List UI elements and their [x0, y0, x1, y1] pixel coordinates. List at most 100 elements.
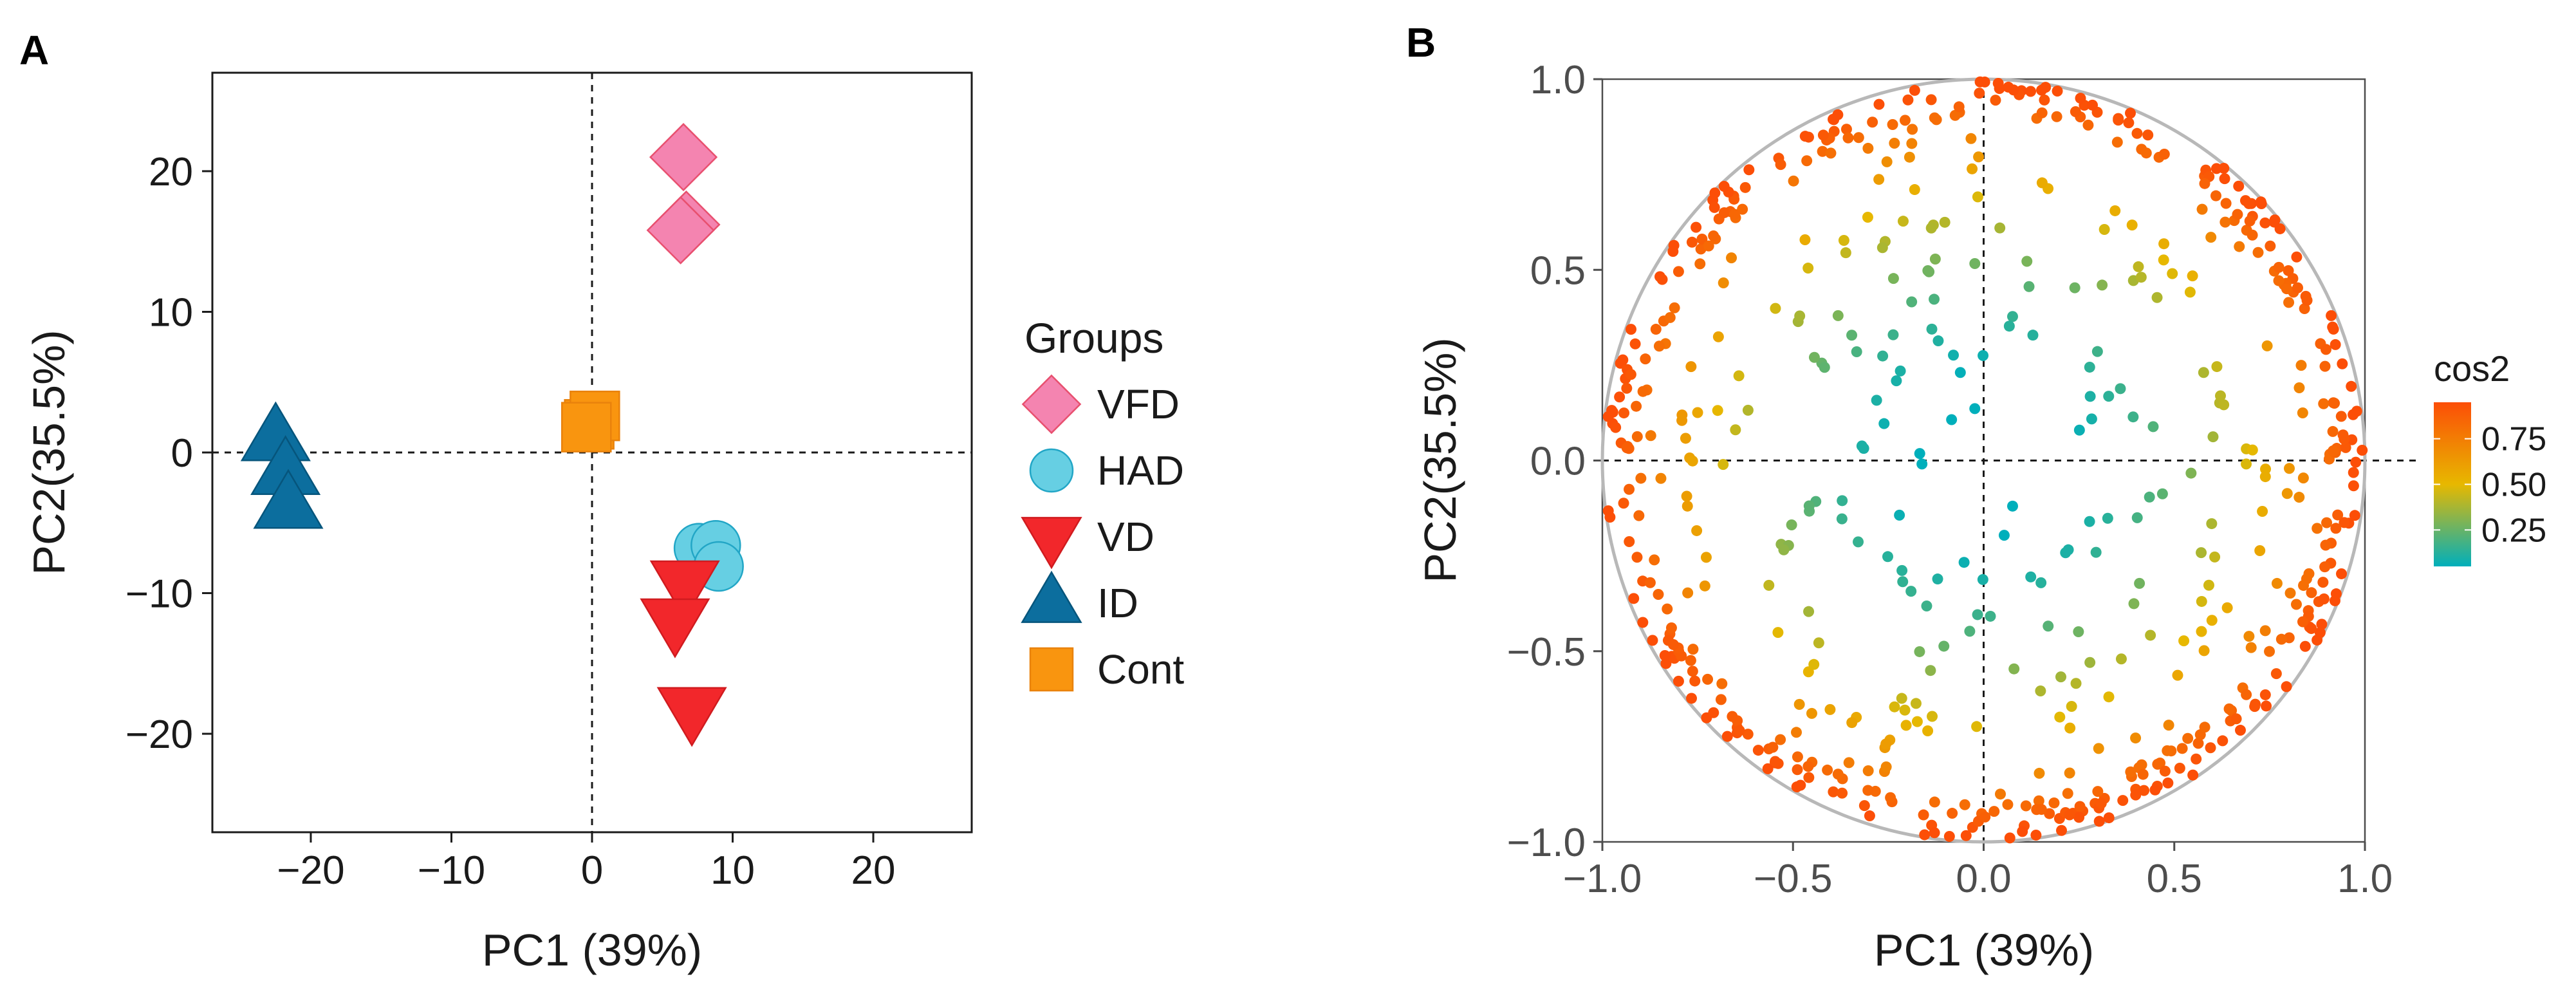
variable-point [2006, 311, 2018, 322]
variable-point [2056, 825, 2068, 836]
variable-point [2158, 149, 2170, 160]
variable-point [1967, 163, 1978, 174]
variable-point [1932, 335, 1944, 347]
variable-point [1686, 236, 1698, 248]
variable-point [1974, 88, 1985, 99]
variable-point [1918, 809, 1929, 821]
variable-point [2326, 310, 2337, 321]
variable-point [1763, 579, 1775, 591]
variable-point [2259, 689, 2271, 700]
variable-point [1846, 330, 1858, 341]
variable-point [2092, 786, 2104, 797]
variable-point [1965, 133, 1977, 144]
panel-b-x-tick-label: 0.0 [1956, 857, 2011, 901]
variable-point [1846, 717, 1858, 729]
variable-point [1614, 391, 1626, 403]
variable-point [1694, 258, 1706, 270]
variable-point [2328, 397, 2339, 409]
variable-point [1902, 94, 1914, 106]
variable-point [1631, 552, 1643, 563]
variable-point [1862, 212, 1873, 223]
variable-point [1801, 155, 1813, 167]
variable-point [1767, 741, 1779, 753]
variable-point [2035, 577, 2047, 588]
variable-point [2140, 147, 2152, 159]
variable-point [1840, 247, 1851, 259]
variable-point [2297, 616, 2308, 628]
variable-point [2328, 445, 2339, 456]
variable-point [2283, 297, 2295, 308]
legend-label-had: HAD [1097, 447, 1184, 494]
variable-point [1899, 115, 1911, 126]
variable-point [2336, 568, 2348, 579]
variable-point [1803, 772, 1815, 783]
variable-point [1637, 386, 1649, 397]
panel-a-x-tick-label: 20 [851, 848, 896, 893]
panel-b-y-tick-label: 0.5 [1530, 248, 1586, 293]
point-id [240, 401, 311, 461]
variable-point [2312, 523, 2323, 534]
panel-a-ticks: −20 −10 0 10 20 −20 −10 0 10 20 [125, 150, 896, 893]
variable-point [2306, 587, 2317, 599]
variable-point [1887, 119, 1898, 131]
variable-point [2087, 99, 2099, 111]
variable-point [2284, 587, 2296, 599]
variable-point [2283, 463, 2295, 474]
variable-point [1887, 329, 1899, 340]
variable-point [2025, 571, 2037, 582]
variable-point [2220, 198, 2232, 209]
variable-point [2271, 577, 2283, 589]
variable-point [1786, 519, 1797, 530]
variable-point [2097, 279, 2108, 291]
variable-point [1762, 763, 1774, 774]
legend-label-vd: VD [1097, 514, 1154, 560]
variable-point [2327, 425, 2339, 437]
variable-point [1972, 609, 1983, 620]
variable-point [1953, 101, 1965, 113]
variable-point [2021, 256, 2033, 267]
variable-point [2066, 701, 2077, 713]
variable-point [1691, 221, 1702, 233]
variable-point [1721, 731, 1733, 742]
variable-point [1828, 113, 1839, 125]
variable-point [1877, 350, 1889, 362]
variable-point [2196, 547, 2207, 559]
variable-point [2218, 399, 2230, 411]
variable-point [2135, 272, 2147, 283]
variable-point [1772, 627, 1784, 638]
variable-point [2142, 129, 2154, 141]
variable-point [1853, 536, 1864, 548]
variable-point [1949, 109, 1961, 121]
panel-b-letter: B [1406, 19, 1436, 66]
variable-point [1621, 382, 1633, 394]
variable-point [1891, 375, 1902, 387]
variable-point [1959, 799, 1970, 810]
variable-point [2244, 215, 2256, 227]
variable-point [1633, 510, 1645, 521]
variable-point [2187, 769, 2199, 781]
variable-point [1838, 234, 1849, 246]
variable-point [1910, 698, 1922, 709]
variable-point [1604, 511, 1616, 523]
variable-point [1929, 796, 1940, 808]
variable-point [2182, 732, 2194, 744]
variable-point [2176, 743, 2188, 754]
variable-point [1925, 222, 1937, 234]
variable-point [2115, 383, 2126, 395]
variable-point [2316, 619, 2328, 630]
variable-point [1709, 201, 1720, 213]
variable-point [2261, 700, 2272, 712]
variable-point [2147, 421, 2159, 433]
variable-point [1837, 495, 1848, 507]
variable-point [1792, 764, 1803, 776]
variable-point [1802, 263, 1814, 274]
variable-point [1712, 405, 1723, 416]
variable-point [2337, 429, 2349, 441]
variable-point [1889, 138, 1900, 149]
variable-point [2351, 405, 2362, 417]
variable-point [1653, 588, 1664, 600]
variable-point [1673, 266, 1684, 277]
variable-point [1662, 603, 1673, 615]
variable-point [2321, 517, 2333, 528]
variable-point [2330, 339, 2341, 350]
